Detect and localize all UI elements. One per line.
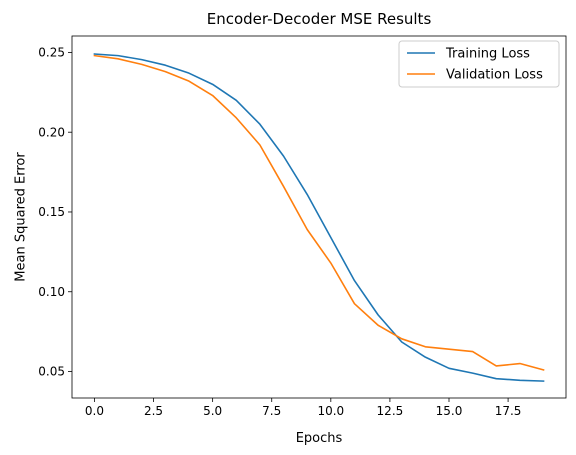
legend: Training Loss Validation Loss [398, 40, 560, 88]
legend-label-training-loss: Training Loss [445, 47, 530, 62]
x-tick-label: 15.0 [436, 404, 463, 418]
y-tick-label: 0.25 [38, 46, 65, 60]
y-axis-label: Mean Squared Error [14, 152, 29, 282]
x-tick-label: 5.0 [203, 404, 222, 418]
series-line-validation-loss [93, 54, 545, 371]
series-lines [93, 53, 545, 382]
x-tick-label: 17.5 [495, 404, 522, 418]
x-tick-label: 12.5 [377, 404, 404, 418]
plot-area: 0.0 2.5 5.0 7.5 10.0 12.5 15.0 17.5 0.05 0.10 0.1… [38, 35, 567, 418]
x-tick-label: 0.0 [85, 404, 104, 418]
legend-box [398, 40, 560, 88]
chart-title: Encoder-Decoder MSE Results [207, 10, 432, 28]
legend-label-validation-loss: Validation Loss [446, 68, 543, 83]
x-axis-ticks: 0.0 2.5 5.0 7.5 10.0 12.5 15.0 17.5 [85, 398, 522, 418]
x-tick-label: 10.0 [317, 404, 344, 418]
series-line-training-loss [93, 53, 545, 382]
x-tick-label: 2.5 [144, 404, 163, 418]
x-tick-label: 7.5 [262, 404, 281, 418]
x-axis-label: Epochs [296, 431, 343, 446]
y-axis-ticks: 0.05 0.10 0.15 0.20 0.25 [38, 46, 72, 379]
y-tick-label: 0.15 [38, 205, 65, 219]
y-tick-label: 0.20 [38, 125, 65, 139]
y-tick-label: 0.10 [38, 285, 65, 299]
y-tick-label: 0.05 [38, 365, 65, 379]
